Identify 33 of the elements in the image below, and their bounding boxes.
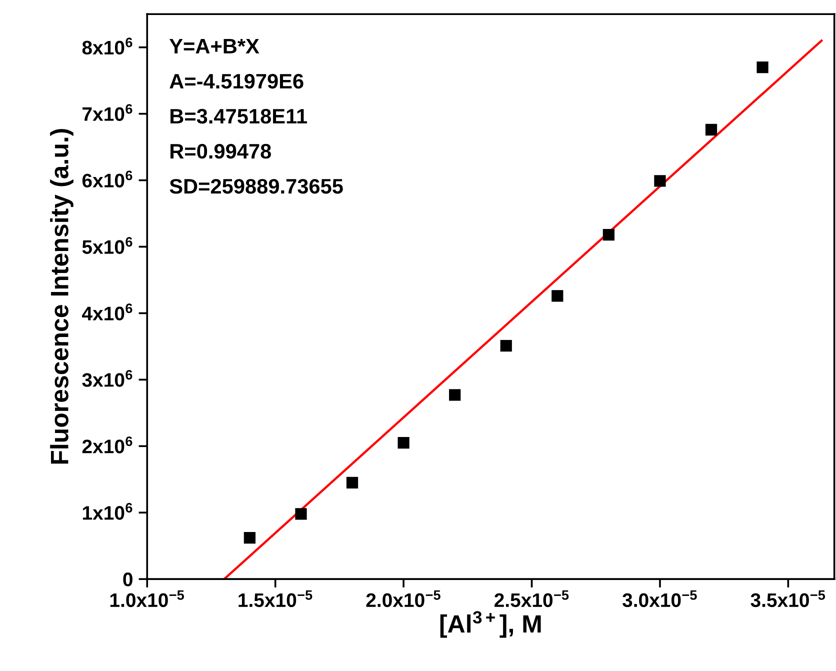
y-tick-label: 6x10$^{6}$ <box>82 170 132 188</box>
y-tick-label: 4x10$^{6}$ <box>82 304 132 320</box>
point <box>449 389 461 401</box>
x-tick-label: 2.5x10$^{−5}$ <box>494 590 569 608</box>
point <box>756 61 768 74</box>
x-tick-label: 1.5x10$^{−5}$ <box>238 590 312 608</box>
y-tick-label: 8x10$^{6}$ <box>82 38 132 55</box>
annotation: R=0.99478 <box>170 144 272 159</box>
y-tick-label: 2x10$^{6}$ <box>82 436 132 454</box>
x-tick-label: 1.0x10$^{−5}$ <box>110 590 184 608</box>
x-tick-label: 3.5x10$^{−5}$ <box>750 590 826 608</box>
y-tick-label: 1x10$^{6}$ <box>82 502 132 520</box>
point <box>500 340 512 352</box>
y-tick-label: 3x10$^{6}$ <box>82 370 132 387</box>
y-tick-label: 7x10$^{6}$ <box>82 104 132 122</box>
annotation: B=3.47518E11 <box>170 108 307 124</box>
y-tick-label: 0 <box>123 572 132 586</box>
annotation: Y=A+B*X <box>169 39 260 54</box>
point <box>346 476 358 489</box>
y-tick-label: 5x10$^{6}$ <box>82 237 132 254</box>
point <box>398 437 410 449</box>
x-tick-label: 3.0x10$^{−5}$ <box>622 590 697 608</box>
point <box>244 532 256 544</box>
x-axis-title: [Al$^{3+}$], M <box>440 611 541 638</box>
point <box>654 175 666 187</box>
point <box>295 508 307 520</box>
annotation: SD=259889.73655 <box>170 178 343 194</box>
annotation: A=-4.51979E6 <box>170 74 304 89</box>
point <box>602 228 614 241</box>
point <box>552 290 564 302</box>
y-axis-title: Fluorescence Intensity (a.u.) <box>50 129 74 464</box>
x-tick-label: 2.0x10$^{−5}$ <box>366 590 440 608</box>
point <box>705 124 718 136</box>
